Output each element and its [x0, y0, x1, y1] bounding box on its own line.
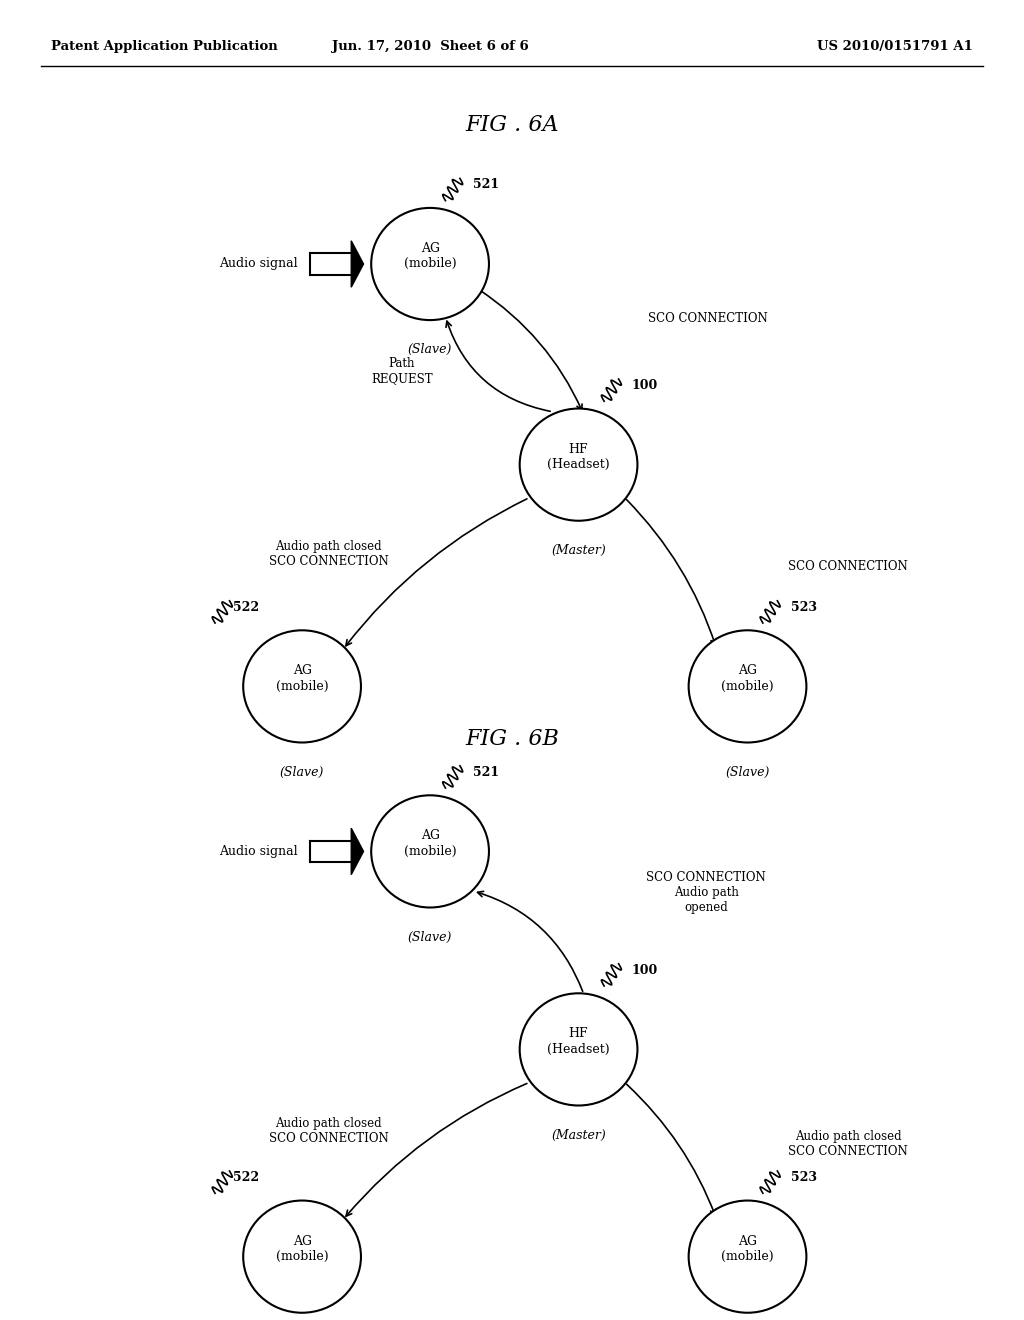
Text: AG
(mobile): AG (mobile): [275, 1234, 329, 1263]
Ellipse shape: [244, 630, 360, 742]
Ellipse shape: [688, 1201, 807, 1312]
Text: 522: 522: [232, 1171, 259, 1184]
Ellipse shape: [519, 993, 637, 1106]
Text: HF
(Headset): HF (Headset): [547, 1027, 610, 1056]
Text: Jun. 17, 2010  Sheet 6 of 6: Jun. 17, 2010 Sheet 6 of 6: [332, 40, 528, 53]
Text: (Master): (Master): [551, 1129, 606, 1142]
Text: AG
(mobile): AG (mobile): [275, 664, 329, 693]
Text: FIG . 6B: FIG . 6B: [465, 729, 559, 750]
Ellipse shape: [688, 630, 807, 742]
Text: AG
(mobile): AG (mobile): [403, 242, 457, 271]
Text: 523: 523: [791, 601, 817, 614]
Text: US 2010/0151791 A1: US 2010/0151791 A1: [817, 40, 973, 53]
Text: FIG . 6A: FIG . 6A: [465, 115, 559, 136]
Polygon shape: [351, 240, 364, 288]
Text: Patent Application Publication: Patent Application Publication: [51, 40, 278, 53]
Text: 522: 522: [232, 601, 259, 614]
Text: (Slave): (Slave): [725, 766, 770, 779]
Text: SCO CONNECTION: SCO CONNECTION: [788, 561, 908, 573]
Text: 521: 521: [473, 766, 500, 779]
Text: Path
REQUEST: Path REQUEST: [371, 356, 433, 385]
Text: 100: 100: [632, 964, 658, 977]
Text: HF
(Headset): HF (Headset): [547, 442, 610, 471]
Text: (Slave): (Slave): [280, 766, 325, 779]
Text: 521: 521: [473, 178, 500, 191]
Text: 523: 523: [791, 1171, 817, 1184]
Polygon shape: [351, 828, 364, 875]
Text: (Slave): (Slave): [408, 931, 453, 944]
Text: Audio path closed
SCO CONNECTION: Audio path closed SCO CONNECTION: [269, 1117, 388, 1146]
Text: (Master): (Master): [551, 544, 606, 557]
Text: SCO CONNECTION
Audio path
opened: SCO CONNECTION Audio path opened: [646, 871, 766, 913]
Ellipse shape: [244, 1201, 360, 1312]
Ellipse shape: [371, 209, 489, 321]
Text: Audio signal: Audio signal: [219, 257, 298, 271]
Ellipse shape: [371, 795, 489, 908]
Text: AG
(mobile): AG (mobile): [721, 664, 774, 693]
Text: Audio path closed
SCO CONNECTION: Audio path closed SCO CONNECTION: [269, 540, 388, 568]
Text: 100: 100: [632, 379, 658, 392]
Text: AG
(mobile): AG (mobile): [403, 829, 457, 858]
Text: Audio path closed
SCO CONNECTION: Audio path closed SCO CONNECTION: [788, 1130, 908, 1159]
Text: (Slave): (Slave): [408, 343, 453, 356]
Ellipse shape: [519, 409, 637, 520]
Text: Audio signal: Audio signal: [219, 845, 298, 858]
Text: AG
(mobile): AG (mobile): [721, 1234, 774, 1263]
Text: SCO CONNECTION: SCO CONNECTION: [647, 312, 767, 325]
